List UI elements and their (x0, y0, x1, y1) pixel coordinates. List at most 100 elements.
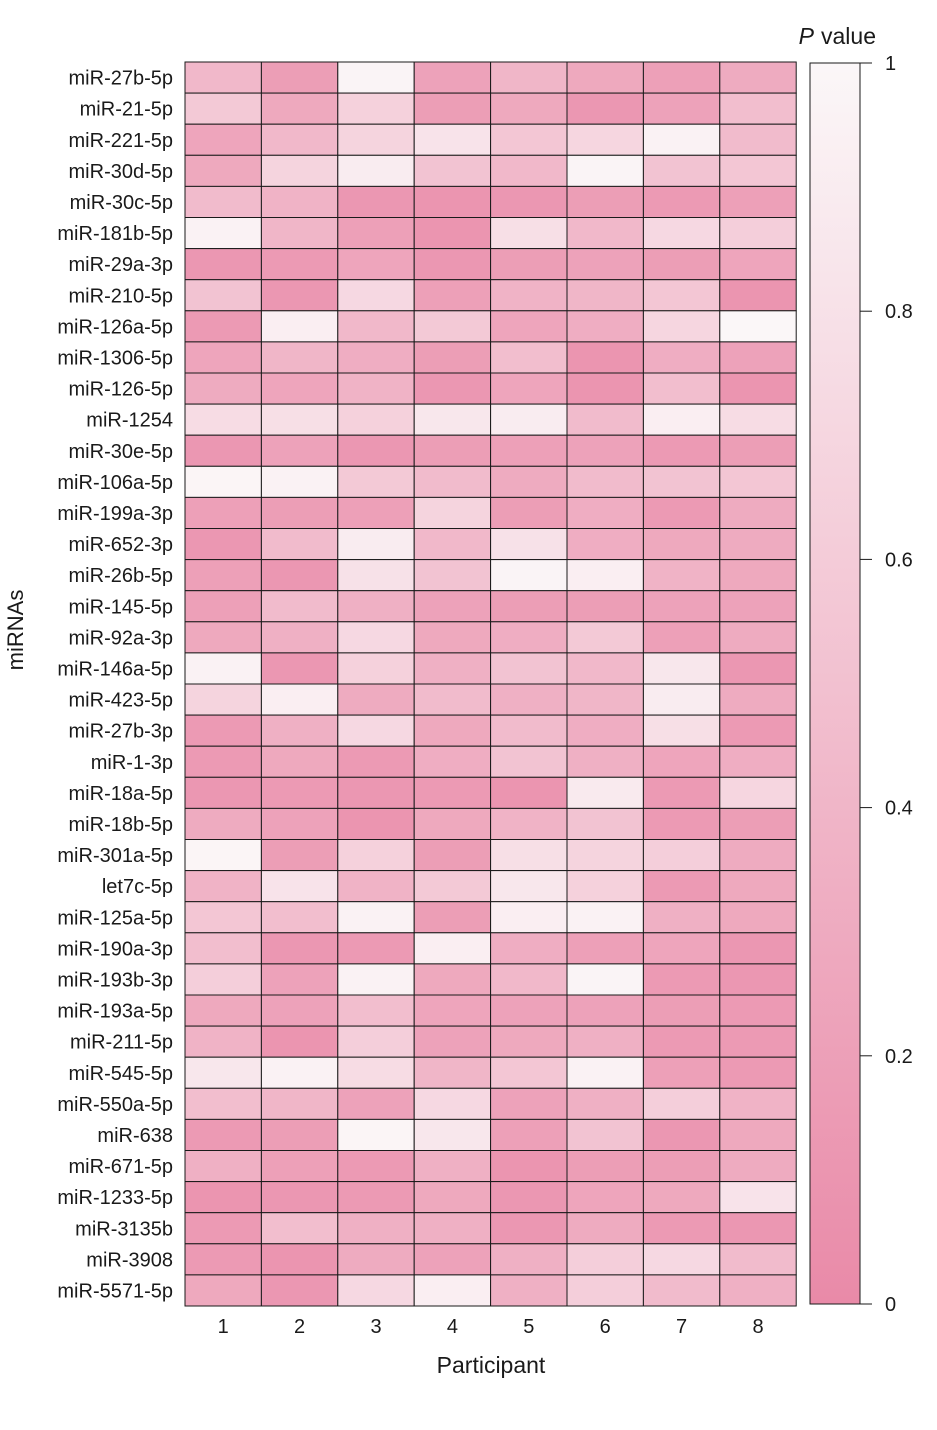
heatmap-cell (337, 621, 415, 654)
row-label: miR-5571-5p (57, 1280, 173, 1302)
heatmap-cell (719, 1056, 797, 1089)
heatmap-cell (566, 652, 644, 685)
heatmap-cell (260, 1056, 339, 1089)
heatmap-cell (566, 341, 644, 374)
heatmap-cell (337, 1056, 415, 1089)
heatmap-cell (490, 776, 568, 809)
heatmap-cell (566, 403, 644, 436)
heatmap-cell (642, 248, 721, 281)
heatmap-cell (184, 1056, 262, 1089)
heatmap-cell (337, 807, 415, 841)
heatmap-cell (184, 776, 262, 809)
heatmap-cell (260, 870, 339, 903)
heatmap-cell (260, 1181, 339, 1214)
heatmap-cell (184, 1118, 262, 1152)
heatmap-cell (490, 341, 568, 374)
colorbar-ticks: 0 0.2 0.4 0.6 0.8 1 (860, 53, 913, 1316)
heatmap-cell (490, 683, 568, 716)
heatmap-cell (490, 932, 568, 965)
heatmap-cell (184, 901, 262, 934)
row-label: miR-126-5p (69, 379, 173, 401)
heatmap-cell (413, 279, 492, 312)
heatmap-cell (719, 154, 797, 187)
heatmap-cell (642, 341, 721, 374)
heatmap-cell (184, 1274, 262, 1307)
row-labels: miR-27b-5p miR-21-5p miR-221-5p miR-30d-5p m… (57, 68, 173, 1303)
heatmap-cell (490, 901, 568, 934)
heatmap-cell (642, 496, 721, 529)
heatmap-cell (260, 963, 339, 996)
heatmap-cell (566, 496, 644, 529)
heatmap-cell (413, 559, 492, 592)
heatmap-cell (184, 528, 262, 561)
heatmap-cell (566, 185, 644, 218)
heatmap-cell (490, 1150, 568, 1183)
heatmap-cell (566, 372, 644, 405)
heatmap-cell (719, 839, 797, 872)
heatmap-cell (260, 559, 339, 592)
heatmap-cell (490, 745, 568, 778)
colorbar-title-p: P (799, 23, 815, 49)
heatmap-cell (642, 1243, 721, 1276)
heatmap-cell (490, 154, 568, 187)
row-label: miR-638 (97, 1125, 173, 1147)
heatmap-cell (566, 154, 644, 187)
heatmap-cell (642, 901, 721, 934)
colorbar-tick-label: 0.8 (885, 301, 913, 323)
heatmap-cell (642, 185, 721, 218)
heatmap-cell (337, 248, 415, 281)
heatmap-cell (566, 1212, 644, 1245)
heatmap-cell (719, 963, 797, 996)
heatmap-cell (184, 496, 262, 529)
heatmap-cell (337, 217, 415, 250)
heatmap-cell (260, 994, 339, 1027)
heatmap-cell (413, 465, 492, 498)
heatmap-cell (413, 1118, 492, 1152)
heatmap-cell (337, 1025, 415, 1058)
row-label: miR-18a-5p (69, 783, 173, 805)
heatmap-cell (566, 932, 644, 965)
row-label: miR-550a-5p (57, 1094, 173, 1116)
heatmap-cell (337, 341, 415, 374)
heatmap-cell (184, 839, 262, 872)
heatmap-cell (566, 745, 644, 778)
heatmap-cell (719, 870, 797, 903)
heatmap-cell (642, 1274, 721, 1307)
heatmap-cell (642, 1212, 721, 1245)
heatmap-cell (566, 839, 644, 872)
heatmap-cell (719, 1150, 797, 1183)
heatmap-cell (642, 621, 721, 654)
row-label: miR-26b-5p (69, 565, 173, 587)
row-label: miR-221-5p (69, 130, 173, 152)
heatmap-cell (260, 248, 339, 281)
row-label: miR-106a-5p (57, 472, 173, 494)
heatmap-cell (566, 1243, 644, 1276)
row-label: miR-27b-3p (69, 721, 173, 743)
heatmap-cell (642, 528, 721, 561)
heatmap-cell (260, 465, 339, 498)
heatmap-cell (490, 1056, 568, 1089)
column-label: 4 (447, 1316, 458, 1338)
heatmap-cell (490, 839, 568, 872)
heatmap-cell (260, 745, 339, 778)
heatmap-cell (719, 217, 797, 250)
heatmap-cell (337, 528, 415, 561)
heatmap-cell (337, 61, 415, 94)
heatmap-cell (642, 217, 721, 250)
heatmap-cell (719, 123, 797, 156)
row-label: miR-146a-5p (57, 658, 173, 680)
row-label: miR-193a-5p (57, 1001, 173, 1023)
heatmap-cell (566, 92, 644, 125)
heatmap-cell (337, 1181, 415, 1214)
heatmap-cell (260, 776, 339, 809)
row-label: miR-423-5p (69, 690, 173, 712)
heatmap-cell (566, 1274, 644, 1307)
heatmap-cell (490, 434, 568, 467)
row-label: miR-211-5p (70, 1032, 173, 1054)
row-label: miR-1254 (86, 410, 173, 432)
heatmap-cell (566, 683, 644, 716)
heatmap-cell (719, 1118, 797, 1152)
heatmap-cell (642, 1087, 721, 1120)
heatmap-cell (490, 465, 568, 498)
